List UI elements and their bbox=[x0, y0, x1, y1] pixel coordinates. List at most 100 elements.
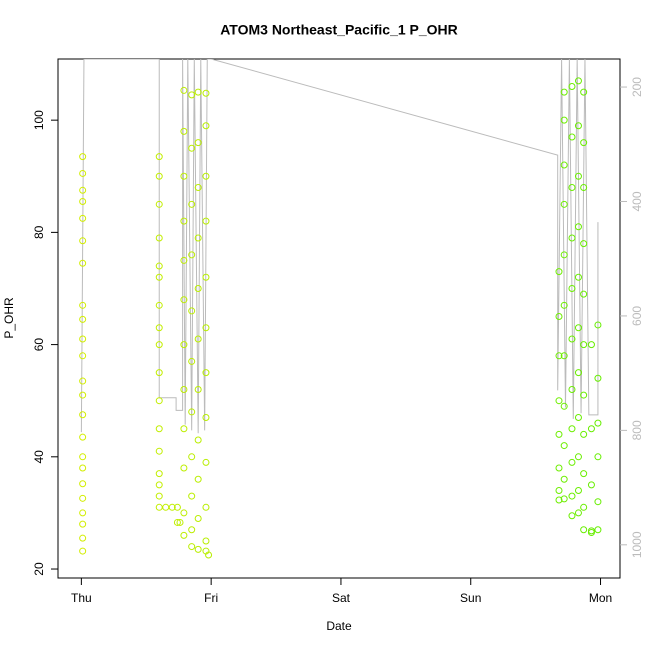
data-point bbox=[155, 341, 163, 349]
data-point bbox=[568, 385, 576, 393]
data-point bbox=[155, 324, 163, 332]
plot-area bbox=[79, 59, 602, 559]
data-point bbox=[188, 200, 196, 208]
data-point bbox=[202, 324, 210, 332]
data-point bbox=[180, 385, 188, 393]
data-point bbox=[574, 77, 582, 85]
data-point bbox=[194, 475, 202, 483]
data-point bbox=[555, 464, 563, 472]
data-point bbox=[188, 543, 196, 551]
data-point bbox=[574, 273, 582, 281]
data-point bbox=[155, 273, 163, 281]
x-tick-label: Sun bbox=[460, 591, 481, 605]
data-point bbox=[580, 183, 588, 191]
data-point bbox=[79, 534, 87, 542]
data-point bbox=[155, 503, 163, 511]
data-point bbox=[180, 425, 188, 433]
data-point bbox=[555, 496, 563, 504]
data-point bbox=[168, 503, 176, 511]
data-point bbox=[574, 509, 582, 517]
data-point bbox=[568, 492, 576, 500]
data-point bbox=[587, 481, 595, 489]
data-point bbox=[568, 82, 576, 90]
data-point bbox=[155, 200, 163, 208]
data-point bbox=[155, 447, 163, 455]
data-point bbox=[79, 169, 87, 177]
data-point bbox=[594, 526, 602, 534]
data-point bbox=[79, 259, 87, 267]
data-point bbox=[574, 369, 582, 377]
data-point bbox=[555, 486, 563, 494]
data-point bbox=[188, 251, 196, 259]
data-point bbox=[79, 411, 87, 419]
y-tick-label: 60 bbox=[32, 338, 46, 352]
data-point bbox=[568, 284, 576, 292]
data-point bbox=[79, 509, 87, 517]
data-point bbox=[155, 470, 163, 478]
data-point bbox=[560, 402, 568, 410]
data-point bbox=[560, 200, 568, 208]
data-point bbox=[580, 526, 588, 534]
data-point bbox=[79, 377, 87, 385]
y2-tick-label: 800 bbox=[630, 420, 644, 440]
data-point bbox=[580, 391, 588, 399]
data-point bbox=[155, 397, 163, 405]
data-point bbox=[568, 133, 576, 141]
data-point bbox=[560, 88, 568, 96]
data-point bbox=[194, 139, 202, 147]
data-point bbox=[560, 352, 568, 360]
data-point bbox=[194, 385, 202, 393]
data-point bbox=[202, 458, 210, 466]
y2-tick-label: 600 bbox=[630, 306, 644, 326]
data-point bbox=[180, 531, 188, 539]
data-point bbox=[194, 284, 202, 292]
data-point bbox=[79, 186, 87, 194]
data-point bbox=[180, 296, 188, 304]
data-point bbox=[79, 494, 87, 502]
data-point bbox=[79, 214, 87, 222]
data-point bbox=[155, 262, 163, 270]
x-tick-label: Fri bbox=[204, 591, 218, 605]
data-point bbox=[188, 492, 196, 500]
data-point bbox=[568, 425, 576, 433]
data-point bbox=[574, 414, 582, 422]
data-point bbox=[580, 430, 588, 438]
data-point bbox=[180, 172, 188, 180]
data-point bbox=[79, 315, 87, 323]
data-point bbox=[155, 234, 163, 242]
data-point bbox=[180, 127, 188, 135]
data-point bbox=[180, 464, 188, 472]
data-point bbox=[188, 144, 196, 152]
y-tick-label: 100 bbox=[32, 110, 46, 130]
x-tick-label: Thu bbox=[71, 591, 92, 605]
data-point bbox=[587, 425, 595, 433]
data-point bbox=[194, 335, 202, 343]
data-point bbox=[180, 217, 188, 225]
data-point bbox=[594, 374, 602, 382]
data-point bbox=[555, 397, 563, 405]
data-point bbox=[580, 503, 588, 511]
data-point bbox=[202, 273, 210, 281]
data-point bbox=[194, 545, 202, 553]
data-point bbox=[188, 307, 196, 315]
data-point bbox=[202, 172, 210, 180]
data-point bbox=[560, 495, 568, 503]
data-point bbox=[79, 301, 87, 309]
data-point bbox=[560, 116, 568, 124]
data-point bbox=[79, 433, 87, 441]
data-point bbox=[587, 529, 595, 537]
data-point bbox=[180, 509, 188, 517]
data-point bbox=[155, 425, 163, 433]
data-point bbox=[188, 408, 196, 416]
data-point bbox=[162, 503, 170, 511]
data-point bbox=[555, 313, 563, 321]
data-point bbox=[202, 122, 210, 130]
data-point bbox=[574, 122, 582, 130]
data-point bbox=[560, 161, 568, 169]
data-point bbox=[587, 341, 595, 349]
data-point bbox=[580, 341, 588, 349]
data-point bbox=[79, 520, 87, 528]
data-point bbox=[188, 526, 196, 534]
data-point bbox=[155, 172, 163, 180]
data-point bbox=[194, 88, 202, 96]
